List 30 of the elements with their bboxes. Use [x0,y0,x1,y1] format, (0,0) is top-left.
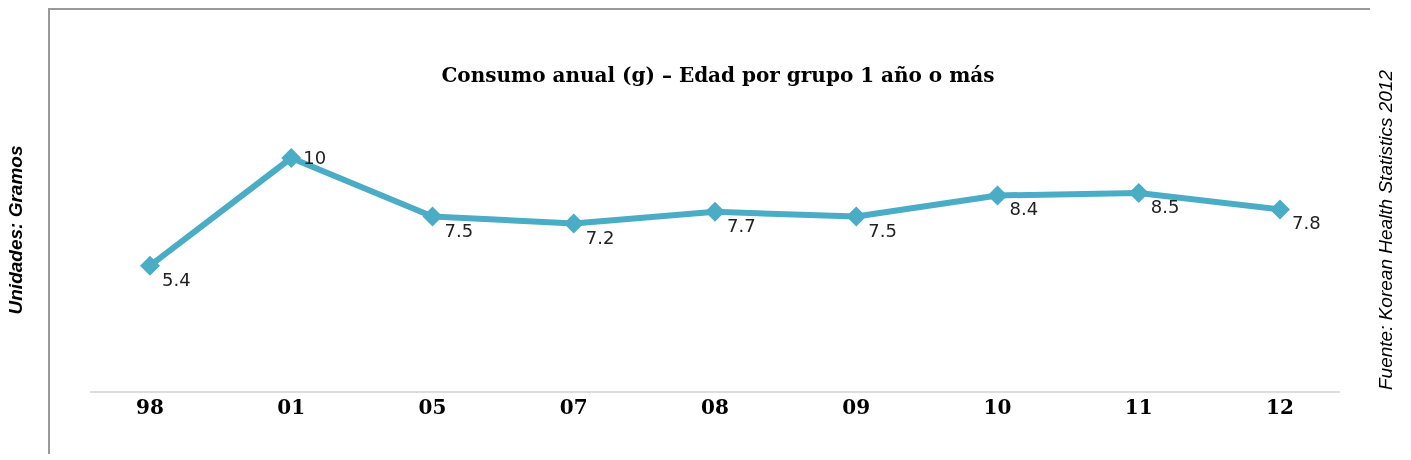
point [987,185,1008,206]
x-tick-label: 11 [1124,395,1153,420]
point [1270,199,1290,220]
data-label: 7.2 [585,226,615,248]
data-label: 5.4 [162,268,191,290]
data-label: 7.7 [727,214,756,236]
point [563,213,584,234]
x-tick-label: 12 [1266,395,1294,420]
point [705,201,725,222]
y-axis-title: Unidades: Gramos [5,145,27,315]
point [422,206,443,227]
data-label: 7.5 [444,219,474,241]
point [140,255,160,276]
data-label: 7.8 [1292,212,1321,234]
point [1128,183,1149,204]
x-tick-label: 98 [136,395,164,420]
data-label: 7.5 [868,219,897,241]
x-tick-label: 01 [277,395,306,420]
chart-title: Consumo anual (g) – Edad por grupo 1 año o más [440,63,996,87]
data-label: 8.4 [1009,198,1039,220]
point [846,206,867,227]
x-tick-label: 05 [418,395,447,420]
x-tick-label: 07 [559,395,588,420]
x-tick-label: 09 [842,395,871,420]
source-note: Fuente: Korean Health Statistics 2012 [1375,69,1397,391]
data-label: 10 [303,147,327,168]
x-tick-label: 10 [983,395,1012,420]
data-label: 8.5 [1150,196,1180,218]
point [281,148,302,168]
x-tick-label: 08 [701,395,729,420]
